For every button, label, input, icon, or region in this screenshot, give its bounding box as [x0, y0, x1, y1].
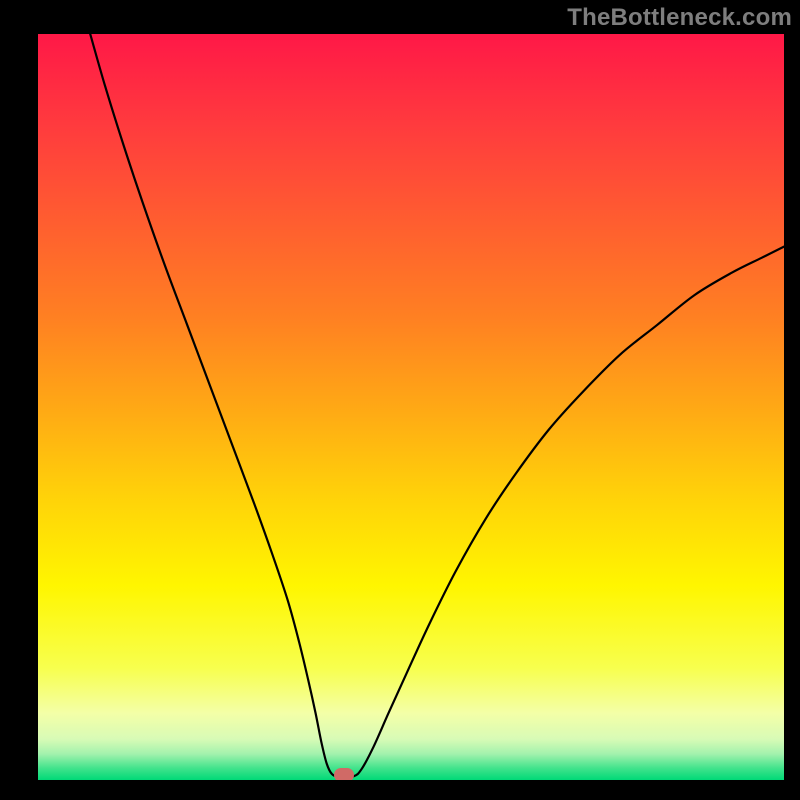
background-gradient [38, 34, 784, 780]
chart-svg [38, 34, 784, 780]
watermark: TheBottleneck.com [567, 4, 792, 32]
optimal-point-marker [334, 768, 354, 780]
plot-area [38, 34, 784, 780]
chart-frame: TheBottleneck.com [0, 0, 800, 800]
